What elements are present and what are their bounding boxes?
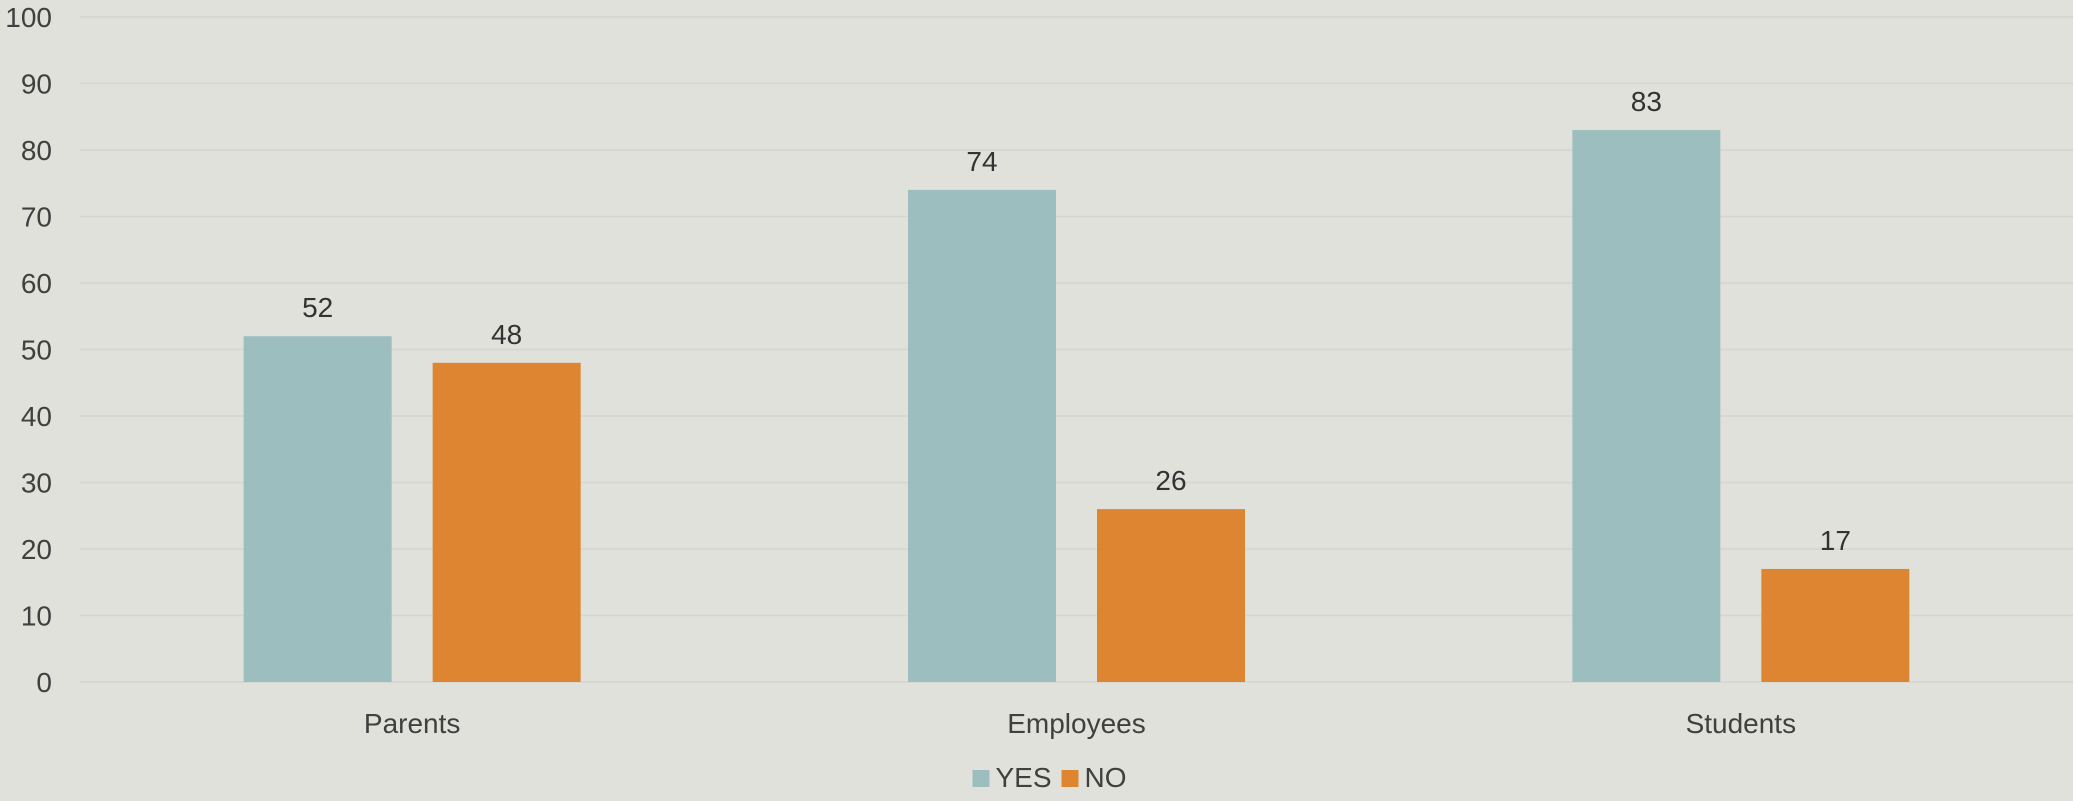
legend-label-yes: YES <box>996 762 1052 793</box>
data-label: 26 <box>1155 465 1186 496</box>
x-category-label: Parents <box>364 708 461 739</box>
bar-no-students <box>1761 568 1910 682</box>
y-tick-label: 90 <box>21 69 52 100</box>
y-tick-label: 30 <box>21 468 52 499</box>
data-label: 83 <box>1631 86 1662 117</box>
data-label: 52 <box>302 292 333 323</box>
y-tick-label: 100 <box>5 2 52 33</box>
bar-yes-students <box>1572 130 1721 683</box>
data-labels: 52 48 74 26 83 17 <box>302 86 1851 556</box>
bar-no-parents <box>432 362 581 682</box>
x-axis-category-labels: Parents Employees Students <box>364 708 1796 739</box>
y-axis-tick-labels: 0 10 20 30 40 50 60 70 80 90 100 <box>5 2 52 698</box>
y-tick-label: 60 <box>21 268 52 299</box>
x-category-label: Students <box>1686 708 1797 739</box>
y-tick-label: 50 <box>21 335 52 366</box>
bar-no-employees <box>1097 509 1245 682</box>
y-tick-label: 10 <box>21 601 52 632</box>
gridlines <box>80 16 2073 683</box>
y-tick-label: 20 <box>21 534 52 565</box>
legend-swatch-no <box>1061 770 1079 787</box>
legend-swatch-yes <box>972 770 990 787</box>
data-label: 74 <box>966 146 997 177</box>
x-category-label: Employees <box>1007 708 1146 739</box>
legend: YES NO <box>972 762 1127 793</box>
data-label: 17 <box>1820 525 1851 556</box>
bar-yes-parents <box>243 336 392 682</box>
y-tick-label: 40 <box>21 401 52 432</box>
bars <box>243 130 1910 683</box>
y-tick-label: 0 <box>36 667 52 698</box>
y-tick-label: 70 <box>21 202 52 233</box>
y-tick-label: 80 <box>21 135 52 166</box>
data-label: 48 <box>491 319 522 350</box>
bar-yes-employees <box>908 189 1056 682</box>
legend-label-no: NO <box>1085 762 1127 793</box>
